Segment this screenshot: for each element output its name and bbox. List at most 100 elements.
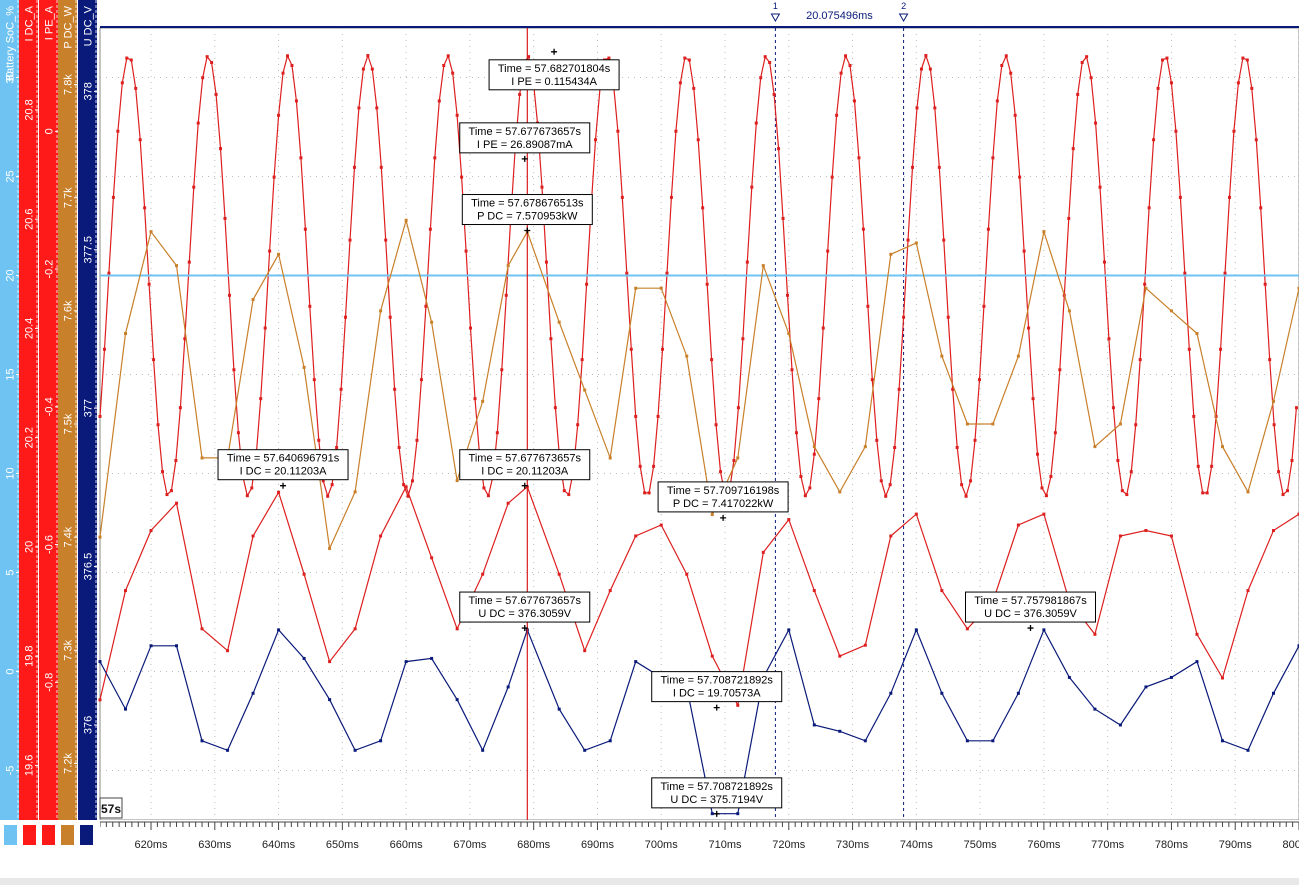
data-point	[1281, 493, 1285, 497]
data-point	[608, 589, 612, 593]
data-point	[557, 320, 561, 324]
data-point	[1042, 230, 1046, 234]
data-point	[214, 92, 218, 96]
annotation-frame	[459, 591, 591, 623]
data-point	[259, 397, 263, 401]
data-point	[557, 707, 561, 711]
data-point	[149, 644, 153, 648]
data-point	[576, 423, 580, 427]
data-point	[562, 489, 566, 493]
y-tick-label: 7.4k	[63, 526, 75, 547]
data-point	[857, 156, 861, 160]
data-point	[928, 67, 932, 71]
data-point	[1263, 282, 1267, 286]
data-point	[328, 660, 332, 664]
annotation-point	[713, 810, 720, 817]
data-point	[1044, 494, 1048, 498]
x-tick-label: 780ms	[1155, 839, 1189, 851]
data-point	[1174, 129, 1178, 133]
data-point	[500, 368, 504, 372]
legend-swatch	[42, 825, 55, 845]
data-point	[430, 556, 434, 560]
data-point	[638, 464, 642, 468]
data-point	[1254, 138, 1258, 142]
data-point	[352, 165, 356, 169]
data-point	[251, 534, 255, 538]
data-point	[1004, 54, 1008, 58]
data-point	[124, 589, 128, 593]
y-tick-label: 378	[83, 82, 95, 100]
y-tick-label: 7.3k	[63, 639, 75, 660]
data-point	[794, 431, 798, 435]
data-point	[1169, 81, 1173, 85]
x-tick-label: 730ms	[836, 839, 870, 851]
data-point	[196, 121, 200, 125]
data-point	[1016, 523, 1020, 527]
data-point	[940, 354, 944, 358]
data-point	[736, 703, 740, 707]
data-point	[1018, 175, 1022, 179]
data-point	[656, 414, 660, 418]
x-tick-label: 690ms	[581, 839, 615, 851]
data-point	[302, 656, 306, 660]
data-point	[839, 71, 843, 75]
data-point	[1116, 459, 1120, 463]
data-point	[200, 627, 204, 631]
x-tick-label: 800ms	[1282, 839, 1299, 851]
data-point	[863, 739, 867, 743]
data-point	[683, 56, 687, 60]
data-point	[826, 249, 830, 253]
x-axis: 620ms 630ms 640ms 650ms 660ms 670ms 680ms 690ms…	[0, 797, 1299, 885]
data-point	[1210, 464, 1214, 468]
data-point	[634, 286, 638, 290]
data-point	[1268, 358, 1272, 362]
data-point	[889, 252, 893, 256]
data-point	[120, 81, 124, 85]
data-point	[200, 456, 204, 460]
legend-swatch	[61, 825, 74, 845]
data-point	[736, 456, 740, 460]
data-point	[888, 483, 892, 487]
data-point	[404, 485, 408, 489]
data-point	[643, 491, 647, 495]
y-tick-label: 15	[5, 368, 17, 380]
bottom-status-strip	[0, 878, 1299, 885]
data-point	[379, 534, 383, 538]
data-point	[1169, 534, 1173, 538]
y-axis-title: Battery SoC_%	[5, 6, 17, 81]
data-point	[1144, 286, 1148, 290]
legend-swatch	[80, 825, 93, 845]
data-point	[659, 523, 663, 527]
data-point	[111, 195, 115, 199]
annotation-point	[280, 482, 287, 489]
data-point	[761, 550, 765, 554]
data-point	[375, 106, 379, 110]
y-tick-label: 20	[5, 269, 17, 281]
data-point	[433, 156, 437, 160]
data-point	[223, 216, 227, 220]
y-axis-strip-3	[58, 0, 77, 820]
data-point	[169, 489, 173, 493]
data-point	[594, 138, 598, 142]
cursor-marker-icon	[770, 13, 781, 23]
data-point	[455, 479, 459, 483]
annotation-point	[521, 625, 528, 632]
data-point	[1144, 529, 1148, 533]
data-point	[719, 470, 723, 474]
x-tick-label: 770ms	[1091, 839, 1125, 851]
annotation-time: Time = 57.640696791s	[227, 453, 340, 465]
y-tick-label: 20.6	[24, 208, 36, 229]
data-point	[481, 572, 485, 576]
data-point	[1272, 423, 1276, 427]
annotation-frame	[965, 591, 1097, 623]
annotation-time: Time = 57.708721892s	[661, 781, 774, 793]
data-point	[1246, 748, 1250, 752]
data-point	[937, 165, 941, 169]
data-point	[647, 491, 651, 495]
data-point	[102, 347, 106, 351]
